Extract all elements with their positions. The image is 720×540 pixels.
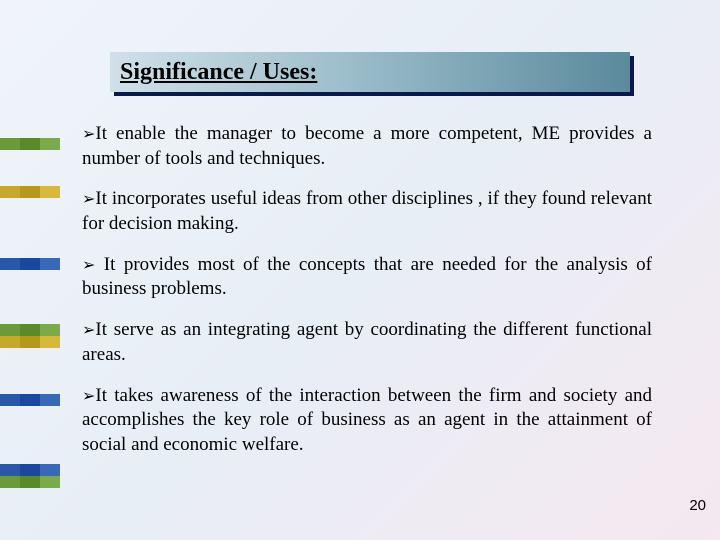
side-bar-group <box>0 324 60 348</box>
side-bar-segment <box>0 476 20 488</box>
bullet-text: It provides most of the concepts that ar… <box>82 254 652 300</box>
title-container: Significance / Uses: <box>110 52 630 92</box>
side-bar-group <box>0 464 60 488</box>
side-bar <box>0 138 60 150</box>
side-bar-group <box>0 394 60 406</box>
side-bar <box>0 186 60 198</box>
side-bar <box>0 324 60 336</box>
title-bar: Significance / Uses: <box>110 52 630 92</box>
side-bar-segment <box>20 464 40 476</box>
side-bar-segment <box>20 476 40 488</box>
bullet-item: ➢It takes awareness of the interaction b… <box>82 384 652 458</box>
side-bar-segment <box>20 258 40 270</box>
bullet-arrow-icon: ➢ <box>82 125 95 146</box>
side-bar <box>0 476 60 488</box>
side-bar-segment <box>20 336 40 348</box>
side-bar-segment <box>40 186 60 198</box>
content-area: ➢It enable the manager to become a more … <box>82 122 652 474</box>
bullet-item: ➢It enable the manager to become a more … <box>82 122 652 171</box>
bullet-item: ➢ It provides most of the concepts that … <box>82 253 652 302</box>
side-bar-group <box>0 258 60 270</box>
slide-title: Significance / Uses: <box>120 59 317 86</box>
side-bar-group <box>0 138 60 150</box>
side-bar-segment <box>40 464 60 476</box>
bullet-item: ➢It incorporates useful ideas from other… <box>82 187 652 236</box>
bullet-arrow-icon: ➢ <box>82 321 95 342</box>
side-bar-segment <box>40 138 60 150</box>
bullet-text: It takes awareness of the interaction be… <box>82 385 652 455</box>
side-bar-segment <box>40 258 60 270</box>
side-bar-segment <box>0 258 20 270</box>
bullet-arrow-icon: ➢ <box>82 256 95 277</box>
side-bar-segment <box>20 186 40 198</box>
bullet-text: It incorporates useful ideas from other … <box>82 188 652 234</box>
bullet-text: It enable the manager to become a more c… <box>82 123 652 169</box>
side-bar-segment <box>0 138 20 150</box>
side-bar <box>0 464 60 476</box>
side-bar-segment <box>40 476 60 488</box>
side-bar-segment <box>0 336 20 348</box>
page-number: 20 <box>689 497 706 514</box>
side-bar <box>0 394 60 406</box>
bullet-item: ➢It serve as an integrating agent by coo… <box>82 318 652 367</box>
side-bar-segment <box>20 138 40 150</box>
side-bar-segment <box>40 394 60 406</box>
side-bar-group <box>0 186 60 198</box>
side-bar-segment <box>20 324 40 336</box>
bullet-arrow-icon: ➢ <box>82 190 95 211</box>
side-bar-segment <box>0 186 20 198</box>
side-bar-segment <box>0 464 20 476</box>
side-bar-segment <box>40 336 60 348</box>
side-bar-segment <box>0 394 20 406</box>
side-bar <box>0 336 60 348</box>
side-bar <box>0 258 60 270</box>
side-bar-segment <box>0 324 20 336</box>
bullet-arrow-icon: ➢ <box>82 387 95 408</box>
bullet-text: It serve as an integrating agent by coor… <box>82 319 652 365</box>
side-bar-segment <box>40 324 60 336</box>
side-bar-segment <box>20 394 40 406</box>
